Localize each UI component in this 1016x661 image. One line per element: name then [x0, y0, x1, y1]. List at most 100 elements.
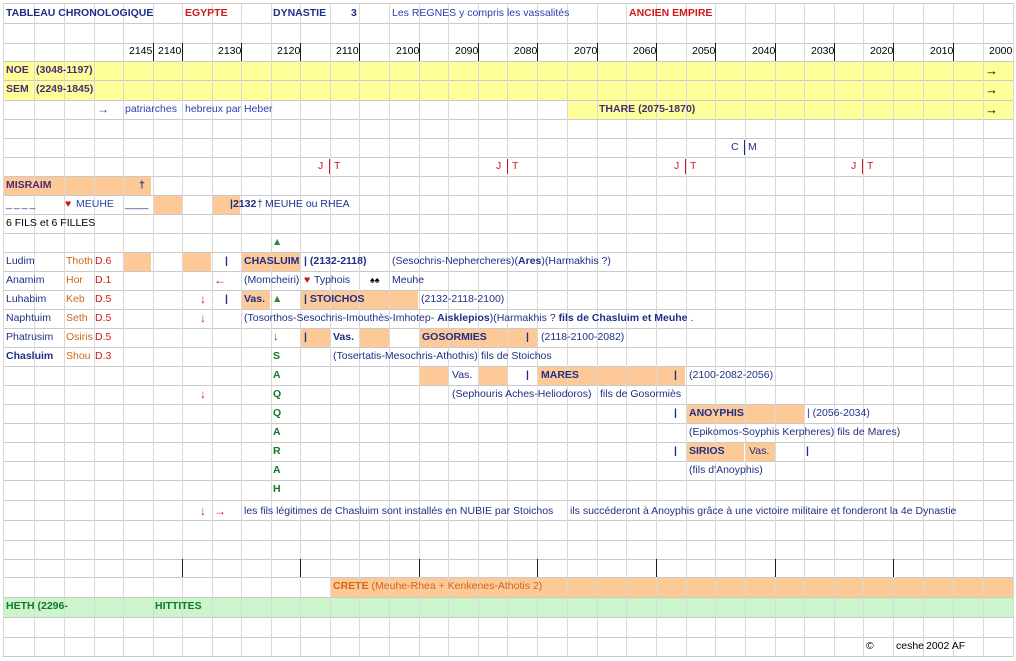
sirios-label: SIRIOS	[689, 445, 725, 457]
grid-col-line	[804, 3, 805, 656]
grid-col-line	[212, 3, 213, 656]
peach-cell	[301, 328, 330, 347]
year-label: 2060	[633, 45, 657, 57]
year-separator	[300, 43, 301, 61]
marker-divider	[685, 159, 686, 174]
country-label: EGYPTE	[185, 7, 228, 19]
saqqarah-letter: S	[273, 350, 281, 362]
blank-line: ____	[6, 198, 38, 210]
grid-row-line	[3, 214, 1013, 215]
grid-row-line	[3, 3, 1013, 4]
grid-col-line	[775, 3, 776, 656]
hebreux-text: hebreux par Heber	[185, 103, 273, 115]
year-label: 2040	[752, 45, 776, 57]
son-god: Osiris	[66, 331, 93, 343]
saqqarah-letter: Q	[273, 388, 282, 400]
table-title: TABLEAU CHRONOLOGIQUE	[6, 7, 154, 19]
aisklepios-name: Aisklepios	[437, 312, 490, 324]
grid-col-line	[300, 3, 301, 656]
sephouris-text: (Sephouris Aches-Heliodoros)	[452, 388, 592, 400]
peach-cell	[123, 252, 151, 271]
grid-col-line	[3, 3, 4, 656]
year-label: 2030	[811, 45, 835, 57]
year-label: 2070	[574, 45, 598, 57]
arrow-left-icon: ←	[214, 273, 226, 287]
grid-row-line	[3, 480, 1013, 481]
author-label: ceshe	[896, 640, 925, 652]
arrow-down-icon: ↓	[273, 331, 279, 343]
bar-mark: |	[225, 255, 228, 267]
grid-col-line	[656, 3, 657, 656]
bar-mark: |	[225, 293, 228, 305]
cross-icon: †	[139, 179, 145, 191]
momcheiri-text: (Momcheiri)	[244, 274, 300, 286]
grid-col-line	[567, 3, 568, 656]
arrow-right-icon: →	[97, 102, 109, 116]
son-name: Luhabim	[6, 293, 47, 305]
year-credit: 2002 AF	[926, 640, 966, 652]
vas-label: Vas.	[244, 293, 266, 305]
year-label: 2140	[158, 45, 182, 57]
bar-mark: |	[674, 407, 677, 419]
year-separator	[597, 43, 598, 61]
grid-row-line	[3, 328, 1013, 329]
ares-name: Ares	[518, 255, 542, 267]
thare-label: THARE (2075-1870)	[599, 103, 696, 115]
peach-cell	[419, 366, 448, 385]
arrow-right-icon: →	[214, 504, 226, 518]
year-label: 2050	[692, 45, 716, 57]
meuhe-rhea-label: MEUHE ou RHEA	[265, 198, 350, 210]
succederont-text: ils succéderont à Anoyphis grâce à une v…	[570, 505, 957, 517]
grid-row-line	[3, 61, 1013, 62]
grid-row-line	[3, 347, 1013, 348]
chasluim-names-a: (Sesochris-Nephercheres)(	[392, 255, 519, 267]
grid-row-line	[3, 520, 1013, 521]
arrow-right-icon: →	[985, 102, 998, 117]
sem-label: SEM	[6, 83, 29, 95]
son-god: Shou	[66, 350, 91, 362]
mares-dates: (2100-2082-2056)	[689, 369, 774, 381]
cross-icon: †	[257, 198, 263, 210]
crete-band	[330, 577, 1013, 597]
grid-col-line	[686, 3, 687, 656]
son-name: Naphtuim	[6, 312, 51, 324]
grid-row-line	[3, 597, 1013, 598]
grid-row-line	[3, 138, 1013, 139]
row-separator	[419, 559, 420, 577]
regnes-label: Les REGNES y compris les vassalités	[392, 7, 570, 19]
bar-mark: |	[526, 369, 529, 381]
marker-c: C	[731, 141, 739, 153]
grid-col-line	[34, 3, 35, 656]
anoyphis-label: ANOYPHIS	[689, 407, 744, 419]
grid-col-line	[241, 3, 242, 656]
grid-col-line	[923, 3, 924, 656]
mares-band	[538, 366, 685, 385]
grid-col-line	[537, 3, 538, 656]
year-separator	[359, 43, 360, 61]
bar-mark: |	[674, 369, 677, 381]
son-name: Chasluim	[6, 350, 54, 362]
grid-col-line	[893, 3, 894, 656]
arrow-down-icon: ↓	[200, 504, 206, 518]
marker-t: T	[334, 160, 341, 172]
meuhe-text: Meuhe	[392, 274, 425, 286]
son-dynasty: D.6	[95, 255, 112, 267]
row-separator	[537, 559, 538, 577]
grid-row-line	[3, 119, 1013, 120]
bar-mark: |	[304, 331, 307, 343]
son-god: Thoth	[66, 255, 93, 267]
year-separator	[893, 43, 894, 61]
death-year: |2132	[230, 198, 257, 210]
marker-m: M	[748, 141, 757, 153]
fils-stoichos-text: fils de Stoichos	[481, 350, 552, 362]
row-separator	[775, 559, 776, 577]
gosormies-label: GOSORMIES	[422, 331, 487, 343]
year-separator	[775, 43, 776, 61]
fils-anoyphis-text: (fils d'Anoyphis)	[689, 464, 763, 476]
grid-row-line	[3, 80, 1013, 81]
row-separator	[182, 559, 183, 577]
year-separator	[182, 43, 183, 61]
gosormies-dates: (2118-2100-2082)	[541, 331, 625, 343]
year-label: 2100	[396, 45, 420, 57]
